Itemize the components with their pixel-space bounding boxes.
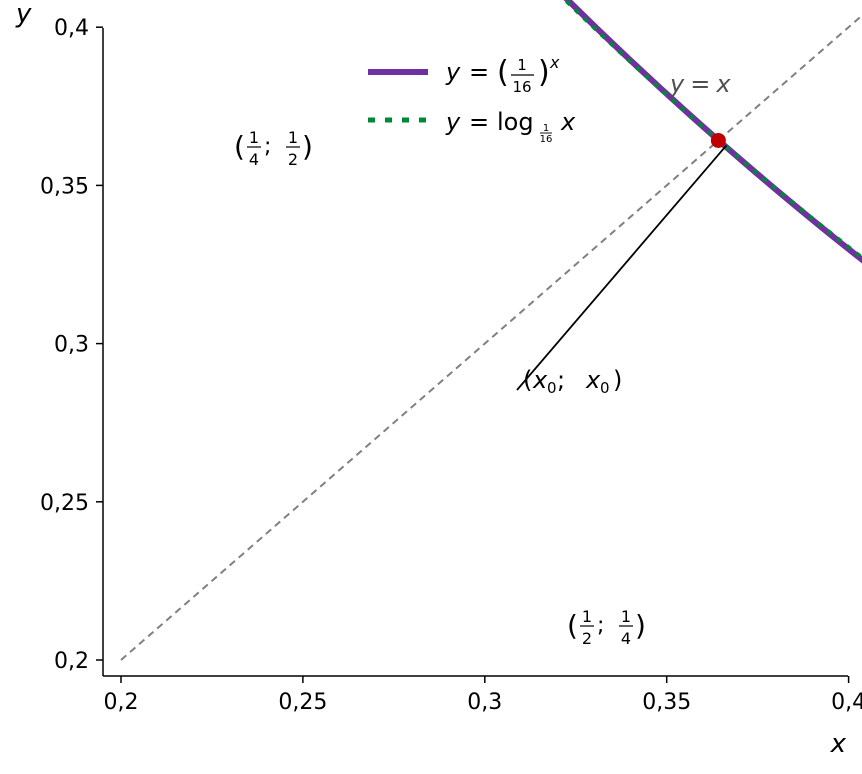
p3-num1: 1 (582, 607, 592, 626)
legend-log-y: y (445, 108, 461, 136)
x-tick-label: 0,25 (278, 690, 327, 715)
legend: y = ( 1 16 ) x y = log 1 16 x (368, 53, 576, 145)
y-tick-label: 0,4 (54, 16, 89, 41)
p3-num2: 1 (621, 607, 631, 626)
legend-exp-y: y (445, 58, 461, 86)
diagonal-label: y = x (669, 70, 731, 98)
legend-log-subden: 16 (540, 134, 553, 145)
p1-num2: 1 (288, 128, 298, 147)
p2-sub2: 0 (600, 379, 610, 397)
y-tick-label: 0,3 (54, 333, 89, 358)
p2-sep: ; (557, 366, 565, 394)
series-log-curve (562, 0, 862, 261)
p3-open: ( (567, 609, 578, 642)
legend-label-log: y = log 1 16 x (445, 108, 576, 145)
p3-sep: ; (597, 613, 604, 638)
p2-sub1: 0 (547, 379, 557, 397)
x-axis-label: x (830, 729, 847, 759)
point-marker-2 (710, 132, 726, 148)
diag-y: y (669, 70, 685, 98)
p1-den2: 2 (288, 150, 298, 169)
p1-sep: ; (264, 134, 271, 159)
legend-exp-open: ( (497, 55, 509, 90)
x-tick-label: 0,2 (104, 690, 139, 715)
y-tick-label: 0,25 (40, 491, 89, 516)
annotation-p3: ( 1 2 ; 1 4 ) (567, 607, 646, 648)
legend-log-eq: = (469, 108, 489, 136)
legend-exp-close: ) (538, 55, 550, 90)
series-diagonal-line (120, 14, 862, 661)
x-tick-label: 0,4 (831, 690, 862, 715)
legend-log-word: log (497, 108, 534, 136)
p1-close: ) (302, 130, 313, 163)
diag-x: x (715, 70, 731, 98)
legend-exp-power: x (549, 53, 560, 72)
y-axis-label: y (15, 0, 32, 29)
p3-den1: 2 (582, 629, 592, 648)
axes (102, 28, 848, 677)
annotation-p2: ( x 0 ; x 0 ) (523, 366, 622, 397)
x-tick-label: 0,35 (642, 690, 691, 715)
p2-open: ( (523, 366, 532, 394)
annotation-p1: ( 1 4 ; 1 2 ) (234, 128, 313, 169)
p2-var1: x (532, 366, 548, 394)
x0-annotation-leader (516, 144, 728, 391)
p1-num1: 1 (249, 128, 259, 147)
legend-label-exp: y = ( 1 16 ) x (445, 53, 560, 96)
p1-open: ( (234, 130, 245, 163)
p2-close: ) (613, 366, 622, 394)
diag-eq: = (690, 70, 710, 98)
p2-var2: x (585, 366, 601, 394)
y-ticks: 0,20,250,30,350,40,450,50,55 (40, 16, 103, 674)
p1-den1: 4 (249, 150, 259, 169)
p3-close: ) (635, 609, 646, 642)
legend-log-subnum: 1 (543, 123, 549, 134)
y-tick-label: 0,2 (54, 649, 89, 674)
legend-exp-eq: = (469, 58, 489, 86)
points (710, 132, 726, 148)
y-tick-label: 0,35 (40, 174, 89, 199)
series-exp-curve (563, 0, 862, 264)
legend-exp-num: 1 (517, 56, 527, 74)
x-tick-label: 0,3 (467, 690, 502, 715)
legend-exp-den: 16 (512, 78, 531, 96)
legend-log-arg: x (560, 108, 576, 136)
p3-den2: 4 (621, 629, 631, 648)
x-ticks: 0,20,250,30,350,40,450,50,55 (104, 676, 862, 715)
